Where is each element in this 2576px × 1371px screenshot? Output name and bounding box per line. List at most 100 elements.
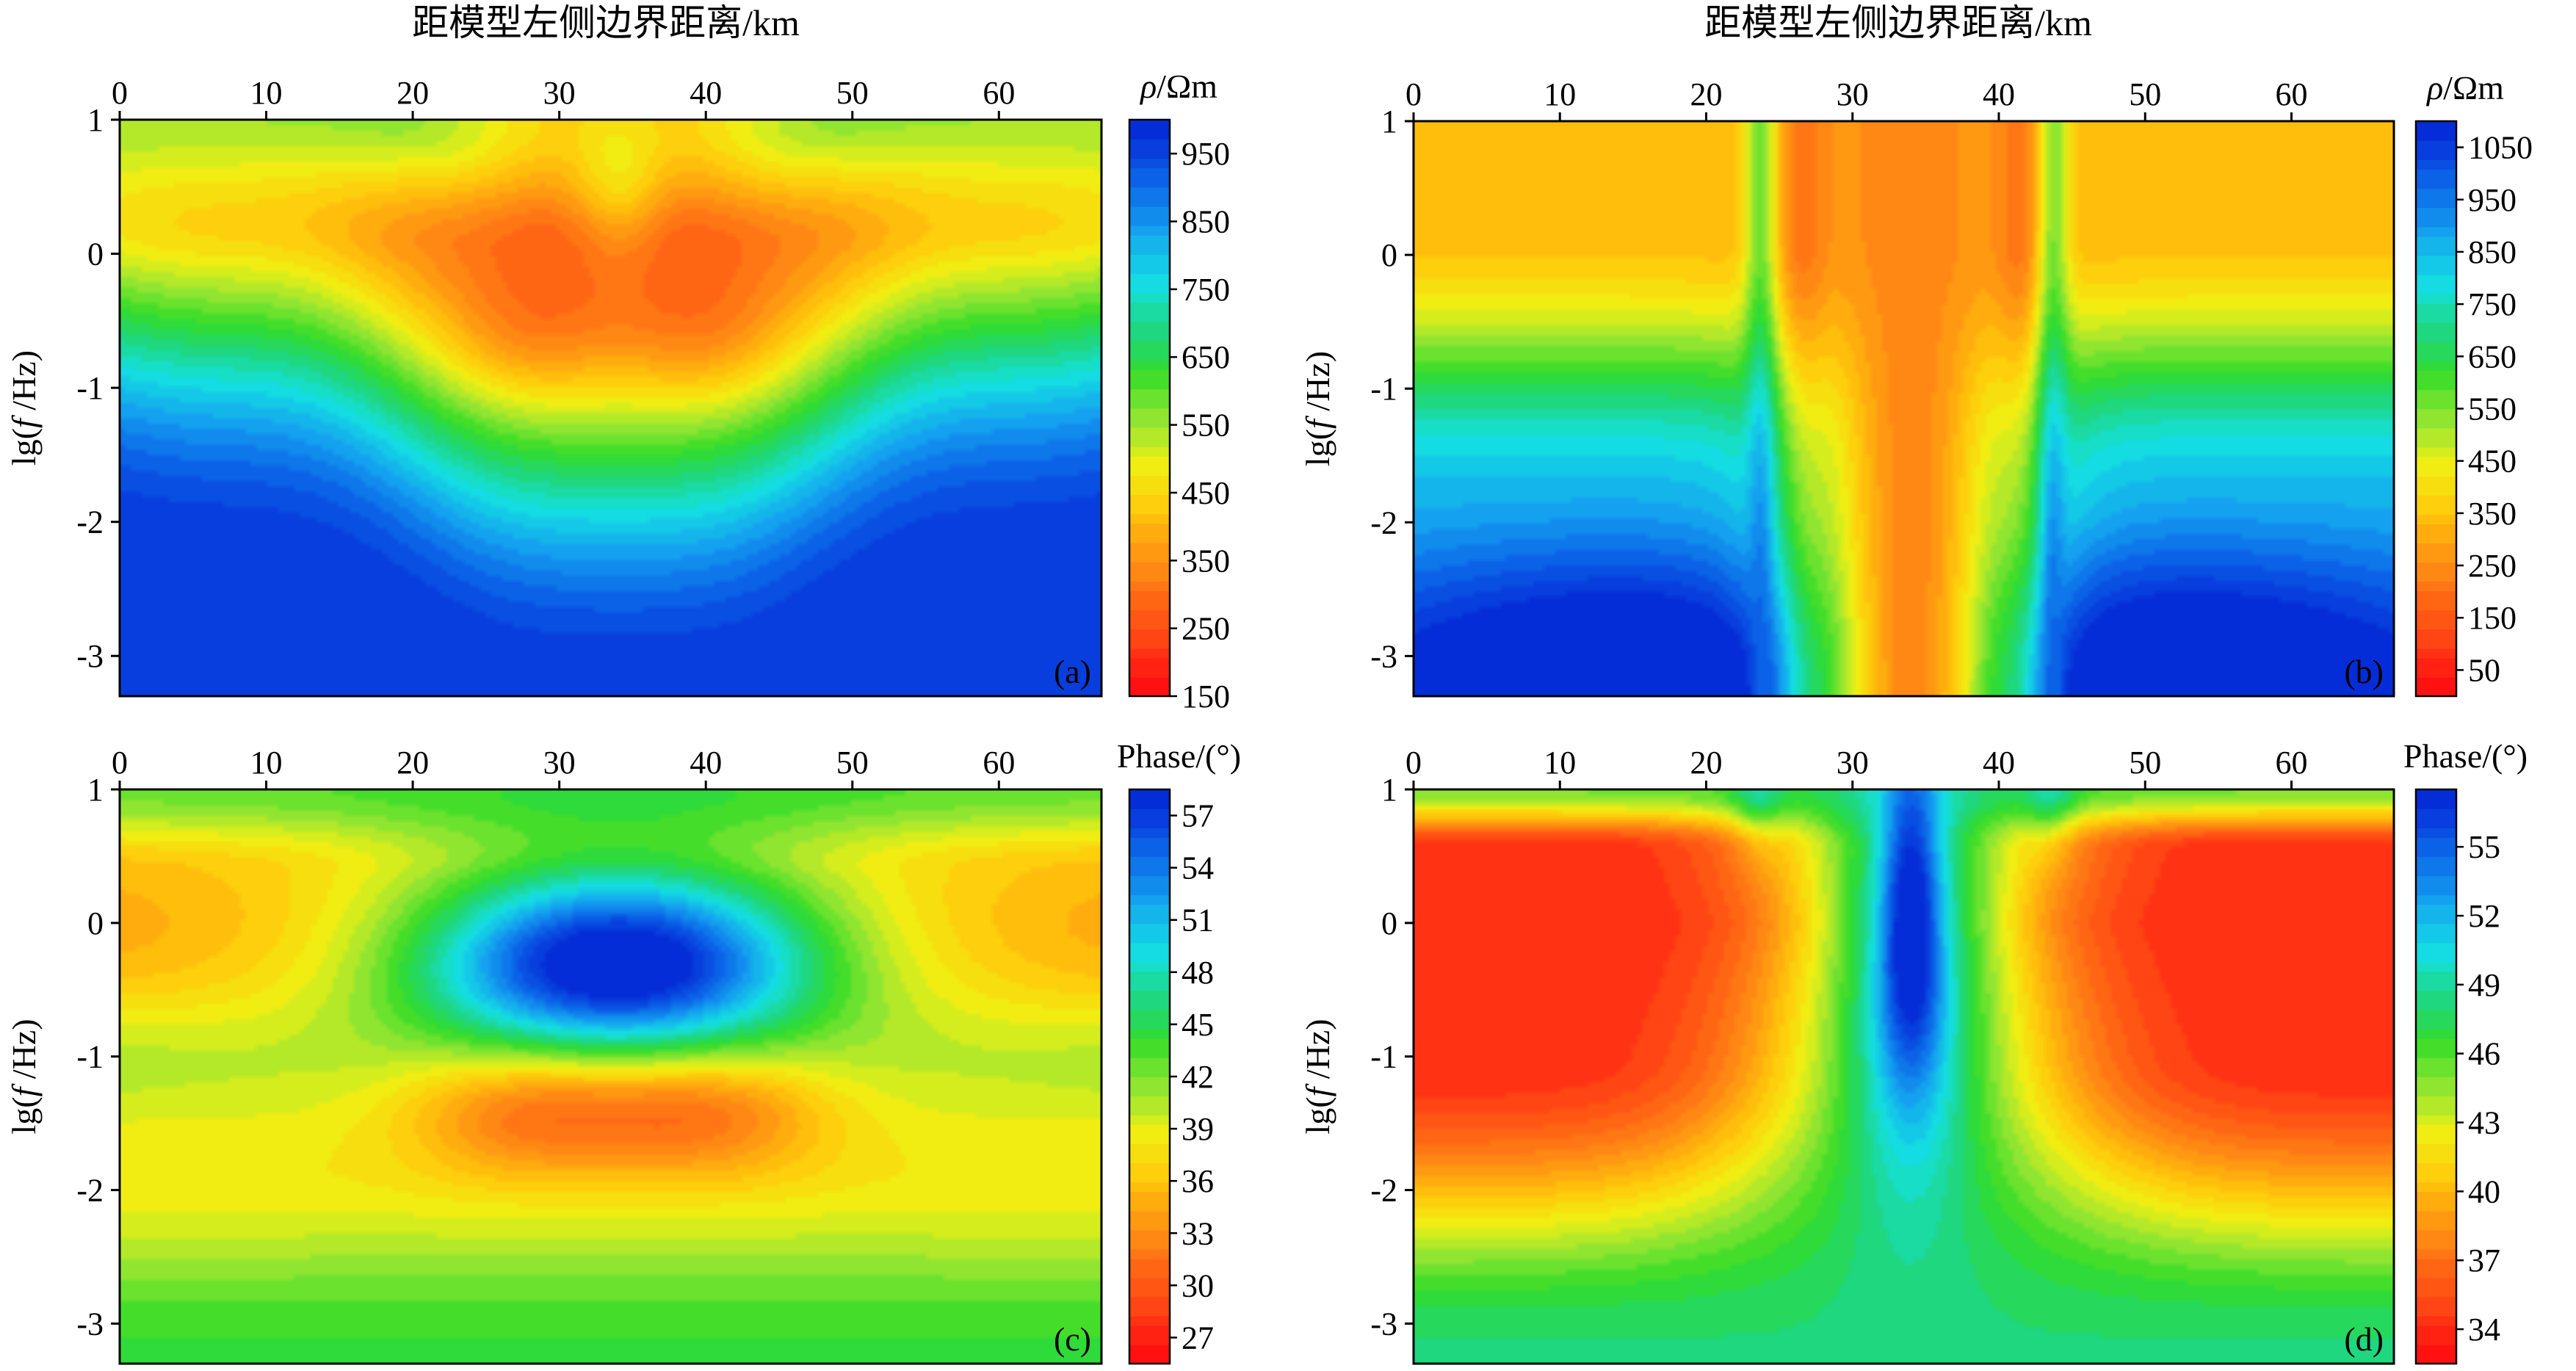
- y-tick-label: 0: [1381, 237, 1397, 273]
- colorbar-band: [2416, 789, 2456, 800]
- colorbar-band: [2416, 875, 2456, 886]
- colorbar-band: [2416, 629, 2456, 640]
- colorbar-band: [2416, 207, 2456, 218]
- y-tick-label: 0: [1381, 905, 1397, 941]
- colorbar-band: [1129, 581, 1170, 591]
- colorbar-band: [1129, 561, 1170, 572]
- y-tick-label: -2: [76, 504, 104, 540]
- colorbar-band: [1129, 904, 1170, 915]
- colorbar-tick-label: 450: [1182, 475, 1230, 511]
- colorbar-band: [2416, 399, 2456, 410]
- colorbar-band: [2416, 427, 2456, 438]
- colorbar-band: [1129, 1248, 1170, 1259]
- colorbar-band: [2416, 999, 2456, 1010]
- colorbar-band: [1129, 475, 1170, 485]
- colorbar-band: [1129, 1153, 1170, 1164]
- colorbar-band: [1129, 1353, 1170, 1364]
- colorbar-band: [2416, 303, 2456, 314]
- x-tick-label: 50: [836, 75, 869, 111]
- colorbar-band: [1129, 667, 1170, 678]
- colorbar-band: [2416, 818, 2456, 828]
- colorbar-band: [2416, 980, 2456, 991]
- x-tick-label: 40: [1983, 76, 2015, 112]
- x-tick-label: 50: [2129, 76, 2161, 112]
- colorbar-tick-label: 650: [1182, 339, 1230, 375]
- colorbar-band: [1129, 571, 1170, 582]
- colorbar-band: [2416, 389, 2456, 400]
- panel-label: (a): [1054, 653, 1091, 690]
- colorbar-tick-label: 45: [1182, 1007, 1214, 1043]
- colorbar-band: [1129, 1267, 1170, 1278]
- colorbar-band: [1129, 360, 1170, 370]
- colorbar-band: [2416, 847, 2456, 858]
- colorbar-band: [1129, 990, 1170, 1001]
- colorbar-band: [2416, 274, 2456, 285]
- colorbar-band: [2416, 894, 2456, 905]
- colorbar-band: [1129, 292, 1170, 303]
- y-tick-label: -3: [1370, 1306, 1397, 1342]
- plot-frame: [118, 118, 1103, 698]
- colorbar-tick-label: 42: [1182, 1059, 1214, 1095]
- y-tick-label: -2: [1370, 504, 1397, 540]
- colorbar-band: [2416, 408, 2456, 419]
- colorbar-band: [2416, 504, 2456, 515]
- colorbar-band: [1129, 485, 1170, 496]
- y-tick-label: 0: [87, 236, 104, 272]
- colorbar-band: [2416, 466, 2456, 477]
- colorbar-band: [2416, 1019, 2456, 1030]
- colorbar-band: [1129, 417, 1170, 428]
- colorbar-band: [1129, 923, 1170, 934]
- colorbar-tick-label: 750: [2468, 286, 2517, 322]
- figure-xlabel-right: 距模型左侧边界距离/km: [1704, 2, 2092, 43]
- colorbar-band: [1129, 330, 1170, 341]
- colorbar-band: [1129, 1306, 1170, 1317]
- colorbar-band: [1129, 676, 1170, 687]
- x-tick-label: 30: [1837, 76, 1869, 112]
- colorbar-band: [1129, 273, 1170, 284]
- colorbar-band: [2416, 657, 2456, 668]
- colorbar-band: [2416, 1038, 2456, 1049]
- colorbar-band: [2416, 341, 2456, 352]
- colorbar-band: [2416, 866, 2456, 877]
- colorbar-tick-label: 950: [2468, 182, 2517, 218]
- colorbar-band: [1129, 551, 1170, 562]
- colorbar-band: [2416, 667, 2456, 678]
- colorbar-band: [1129, 648, 1170, 659]
- colorbar-band: [1129, 148, 1170, 159]
- colorbar-band: [1129, 609, 1170, 621]
- colorbar-band: [1129, 340, 1170, 351]
- colorbar-band: [2416, 1086, 2456, 1096]
- colorbar-band: [1129, 1210, 1170, 1221]
- colorbar-band: [2416, 485, 2456, 496]
- colorbar-band: [1129, 427, 1170, 438]
- colorbar-band: [2416, 581, 2456, 592]
- x-tick-label: 0: [1405, 745, 1422, 781]
- colorbar-band: [1129, 600, 1170, 611]
- colorbar-band: [2416, 914, 2456, 925]
- colorbar-band: [2416, 1220, 2456, 1231]
- x-tick-label: 10: [250, 745, 283, 781]
- colorbar-band: [1129, 1028, 1170, 1039]
- colorbar-band: [1129, 1115, 1170, 1125]
- colorbar-band: [2416, 1229, 2456, 1240]
- colorbar-tick-label: 550: [2468, 391, 2517, 427]
- colorbar-tick-label: 250: [2468, 548, 2517, 584]
- colorbar-band: [1129, 446, 1170, 457]
- colorbar-band: [2416, 361, 2456, 372]
- plot-frame: [118, 788, 1103, 1365]
- colorbar-band: [2416, 1201, 2456, 1212]
- colorbar-band: [2416, 1172, 2456, 1183]
- colorbar-band: [1129, 466, 1170, 476]
- colorbar-band: [1129, 914, 1170, 925]
- colorbar-band: [2416, 676, 2456, 687]
- colorbar-band: [2416, 971, 2456, 982]
- colorbar-band: [1129, 1239, 1170, 1250]
- x-tick-label: 10: [250, 75, 283, 111]
- colorbar-band: [2416, 524, 2456, 534]
- colorbar-band: [1129, 513, 1170, 524]
- colorbar-band: [2416, 1277, 2456, 1288]
- colorbar-band: [2416, 159, 2456, 170]
- heatmap-field: [120, 789, 1101, 1364]
- colorbar-band: [1129, 436, 1170, 447]
